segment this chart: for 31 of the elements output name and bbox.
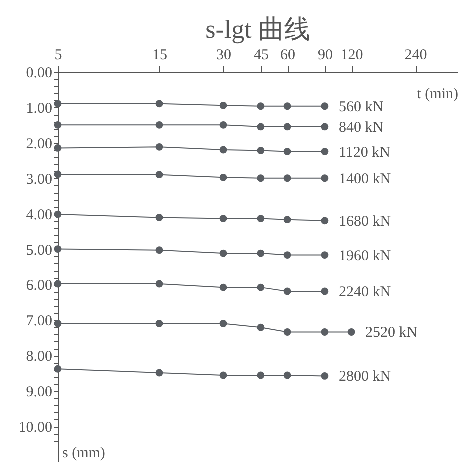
x-tick-label: 30 [216, 48, 232, 64]
series-label: 2800 kN [338, 369, 392, 386]
x-tick-label: 45 [254, 48, 269, 64]
x-tick-label: 15 [152, 48, 168, 64]
chart-title: s-lgt 曲线 [206, 15, 310, 44]
x-tick-label: 90 [318, 48, 333, 64]
series-label: 2240 kN [338, 284, 392, 300]
y-tick-label: 3.00 [26, 172, 52, 188]
x-tick-label: 120 [340, 48, 364, 64]
x-axis-title: t (min) [417, 86, 458, 102]
y-tick-label: 9.00 [26, 384, 52, 401]
series-label: 1120 kN [338, 144, 391, 161]
series-label: 840 kN [338, 120, 384, 136]
y-tick-label: 0.00 [26, 66, 52, 82]
y-tick-label: 4.00 [26, 207, 52, 224]
x-tick-label: 60 [280, 48, 296, 64]
y-tick-label: 1.00 [26, 100, 52, 117]
series-label: 1400 kN [338, 171, 392, 188]
y-tick-label: 8.00 [26, 349, 52, 366]
y-tick-label: 7.00 [26, 314, 52, 330]
y-tick-label: 2.00 [26, 136, 52, 152]
series-label: 1960 kN [338, 248, 392, 264]
y-tick-label: 10.00 [18, 420, 52, 436]
y-tick-label: 5.00 [26, 242, 52, 259]
x-tick-label: 240 [404, 48, 428, 64]
series-label: 1680 kN [338, 214, 392, 230]
series-label: 560 kN [338, 99, 384, 116]
y-axis-title: s (mm) [62, 446, 106, 462]
series-label: 2520 kN [366, 325, 418, 342]
x-tick-label: 5 [54, 48, 62, 64]
y-tick-label: 6.00 [26, 278, 52, 294]
